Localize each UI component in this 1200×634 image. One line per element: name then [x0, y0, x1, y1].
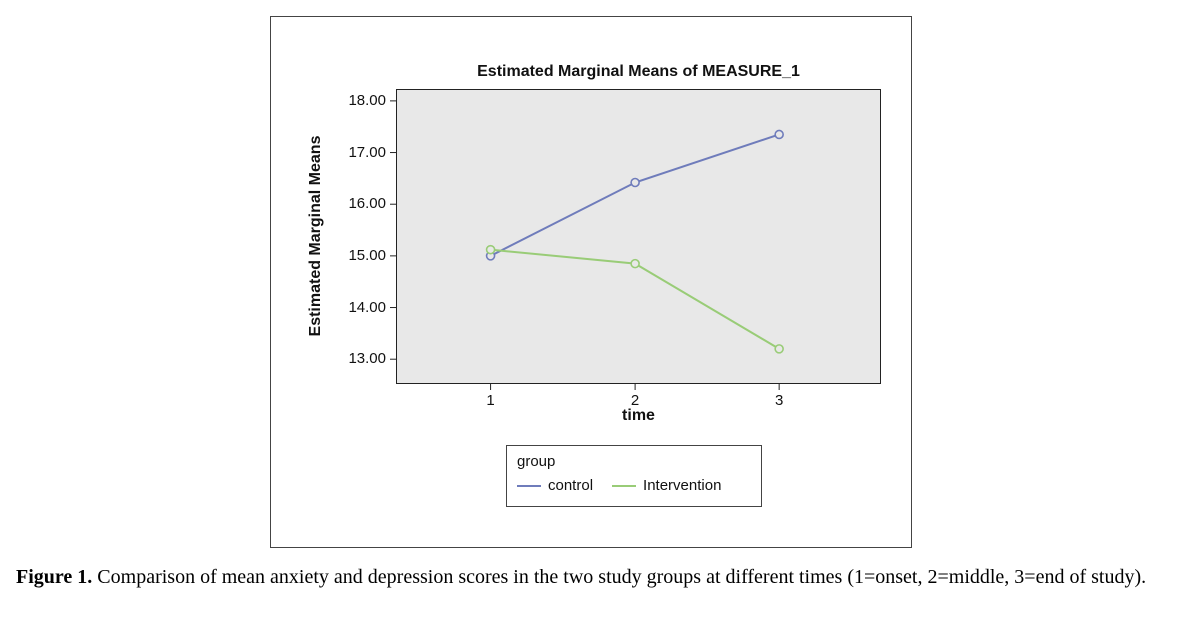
y-tick-label: 18.00 [348, 91, 386, 109]
x-tick-label: 1 [486, 392, 495, 409]
plot-svg [390, 89, 881, 390]
legend-swatch-control [517, 484, 541, 487]
y-tick-label: 17.00 [348, 143, 386, 161]
figure-frame: Estimated Marginal Means of MEASURE_1 Es… [270, 16, 912, 548]
x-tick-label: 3 [774, 392, 784, 409]
caption-label: Figure 1. [16, 566, 93, 588]
y-axis-label-text: Estimated Marginal Means [307, 135, 324, 337]
legend-title: group [517, 453, 556, 470]
caption-text: Comparison of mean anxiety and depressio… [97, 566, 1147, 588]
legend-row: control Intervention [517, 477, 751, 494]
legend: group control Intervention [506, 445, 762, 507]
y-tick-label: 14.00 [348, 298, 386, 316]
figure-caption: Figure 1. Comparison of mean anxiety and… [16, 564, 1184, 590]
x-tick-label: 2 [630, 392, 640, 409]
y-tick-label: 13.00 [348, 350, 386, 368]
legend-swatch-intervention [612, 484, 637, 487]
legend-label-control: control [548, 477, 594, 494]
x-axis-label: time [622, 407, 655, 424]
legend-label-intervention: Intervention [643, 477, 722, 494]
chart-title: Estimated Marginal Means of MEASURE_1 [477, 63, 800, 80]
y-tick-label: 16.00 [348, 195, 386, 213]
plot-area [390, 89, 881, 390]
y-tick-label: 15.00 [348, 246, 386, 264]
